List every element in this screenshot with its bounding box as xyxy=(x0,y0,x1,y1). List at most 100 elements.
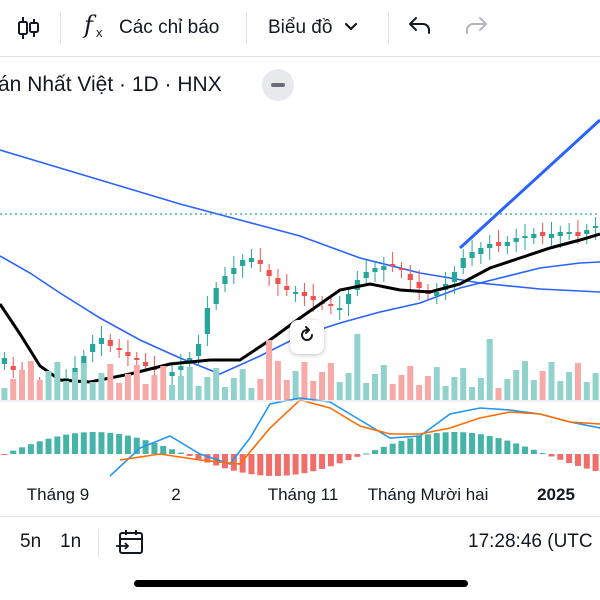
volume-bar xyxy=(45,371,52,400)
volume-bar xyxy=(513,370,520,400)
volume-bar xyxy=(248,388,255,400)
volume-bar xyxy=(160,366,167,400)
volume-bar xyxy=(442,386,449,400)
macd-histogram-bar xyxy=(19,447,26,454)
chart-type-button[interactable]: Biểu đồ xyxy=(268,8,358,48)
candle xyxy=(372,268,378,272)
macd-histogram-bar xyxy=(389,443,396,454)
macd-histogram-bar xyxy=(574,454,581,466)
candle xyxy=(478,248,484,254)
volume-bar xyxy=(36,380,43,400)
reset-chart-button[interactable] xyxy=(290,320,324,354)
candle xyxy=(222,276,228,284)
volume-bar xyxy=(477,378,484,400)
macd-histogram-bar xyxy=(204,454,211,463)
macd-histogram-bar xyxy=(195,454,202,460)
candle xyxy=(292,292,299,294)
volume-bar xyxy=(566,372,573,400)
macd-histogram-bar xyxy=(36,441,43,454)
candle xyxy=(363,272,369,278)
redo-button[interactable] xyxy=(462,8,490,48)
moving-average-line-short xyxy=(0,232,600,384)
volume-bar xyxy=(89,382,96,400)
candle xyxy=(98,338,105,344)
candle xyxy=(134,358,140,360)
candle xyxy=(434,292,440,296)
candle xyxy=(522,236,528,238)
volume-bar xyxy=(354,334,361,400)
macd-histogram-bar xyxy=(54,436,61,454)
collapse-legend-button[interactable] xyxy=(262,69,294,101)
candles-icon[interactable] xyxy=(14,8,44,48)
volume-bar xyxy=(124,374,131,400)
volume-bar xyxy=(107,364,114,400)
candle xyxy=(169,372,175,376)
indicators-label: Các chỉ báo xyxy=(119,17,220,38)
volume-bar xyxy=(592,373,599,400)
macd-histogram-bar xyxy=(45,438,52,454)
toolbar-divider xyxy=(388,12,389,44)
candle xyxy=(275,278,281,284)
indicators-button[interactable]: f x Các chỉ báo xyxy=(82,8,219,48)
volume-bar xyxy=(142,384,149,400)
volume-bar xyxy=(451,377,458,400)
undo-button[interactable] xyxy=(406,8,434,48)
macd-histogram-bar xyxy=(301,454,308,474)
volume-bar xyxy=(133,365,140,400)
macd-histogram-bar xyxy=(186,454,193,456)
candle xyxy=(416,282,422,288)
range-1n-button[interactable]: 1n xyxy=(60,531,82,552)
macd-histogram-bar xyxy=(107,432,114,454)
candle xyxy=(495,242,502,246)
macd-histogram-bar xyxy=(248,454,255,475)
macd-histogram-bar xyxy=(124,435,131,454)
volume-bar xyxy=(327,363,334,400)
home-indicator xyxy=(134,580,468,587)
volume-bar xyxy=(98,373,105,400)
volume-bar xyxy=(274,361,281,400)
candle xyxy=(504,242,510,246)
toolbar-divider xyxy=(60,12,61,44)
volume-bar xyxy=(522,361,528,400)
macd-histogram-bar xyxy=(504,440,511,454)
chevron-down-icon xyxy=(344,19,358,37)
x-axis-tick-label: Tháng 11 xyxy=(268,485,339,504)
clock-label[interactable]: 17:28:46 (UTC xyxy=(468,531,593,552)
volume-bar xyxy=(424,376,431,400)
candle xyxy=(301,292,308,296)
macd-histogram-bar xyxy=(495,438,502,454)
range-5n-button[interactable]: 5n xyxy=(20,531,42,552)
go-to-date-icon[interactable] xyxy=(116,529,146,562)
volume-bar xyxy=(433,367,440,400)
volume-bar xyxy=(230,378,237,400)
macd-histogram-bar xyxy=(566,454,573,463)
volume-bar xyxy=(239,369,246,400)
minus-icon xyxy=(271,83,285,87)
candle xyxy=(213,288,219,304)
volume-bar xyxy=(380,365,387,400)
volume-bar xyxy=(574,363,581,400)
macd-histogram-bar xyxy=(539,453,546,455)
volume-bar xyxy=(27,361,34,400)
macd-histogram-bar xyxy=(151,442,158,454)
volume-bar xyxy=(266,340,273,400)
x-axis-tick-label: Tháng Mười hai xyxy=(368,485,489,504)
macd-histogram-bar xyxy=(142,440,149,454)
macd-histogram-bar xyxy=(1,454,8,455)
candle xyxy=(460,258,466,268)
candle xyxy=(513,238,519,242)
volume-bar xyxy=(363,383,370,400)
candle xyxy=(575,232,581,236)
volume-bar xyxy=(530,380,537,400)
volume-bar xyxy=(557,381,564,400)
macd-histogram-bar xyxy=(548,454,555,457)
candle xyxy=(451,272,458,282)
price-chart[interactable]: Tháng 9 2 Tháng 11 Tháng Mười hai 2025 xyxy=(0,108,600,516)
macd-histogram-bar xyxy=(522,446,528,454)
signal-line xyxy=(119,399,600,465)
volume-bar xyxy=(169,385,176,400)
symbol-title[interactable]: án Nhất Việt · 1D · HNX xyxy=(0,73,222,96)
volume-bar xyxy=(177,376,184,400)
macd-histogram-bar xyxy=(72,433,78,454)
volume-bar xyxy=(292,371,299,400)
